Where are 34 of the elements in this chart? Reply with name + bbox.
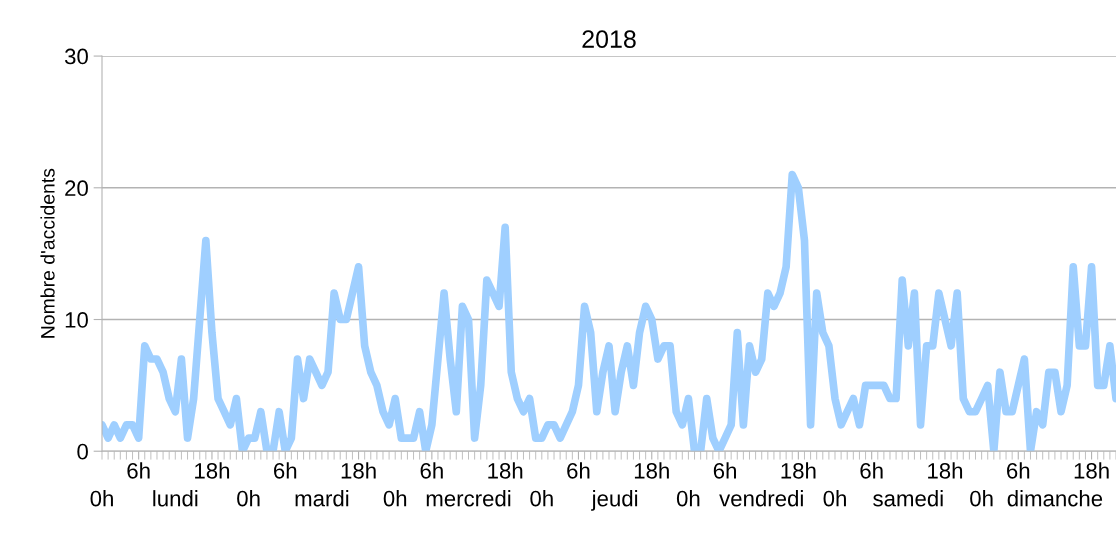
y-tick-label: 0: [77, 443, 88, 460]
x-tick-label: 0h: [676, 490, 700, 507]
x-tick-label: samedi: [873, 490, 943, 507]
y-axis-title: Nombre d'accidents: [40, 168, 55, 338]
x-tick-label: 6h: [567, 462, 590, 479]
x-tick-label: vendredi: [719, 490, 803, 507]
y-tick-label: 10: [65, 312, 88, 328]
x-tick-label: 18h: [488, 462, 523, 479]
x-tick-label: 6h: [420, 462, 443, 479]
y-tick-label: 30: [64, 48, 88, 65]
x-tick-label: 6h: [127, 462, 150, 479]
x-tick-label: dimanche: [1007, 490, 1103, 507]
x-tick-label: 6h: [274, 462, 297, 479]
x-tick-label: 0h: [970, 490, 993, 507]
x-tick-label: 6h: [1007, 462, 1030, 479]
x-tick-label: 0h: [823, 490, 846, 507]
x-tick-label: mercredi: [426, 490, 511, 507]
x-tick-label: 0h: [237, 490, 260, 507]
x-tick-label: 0h: [90, 490, 113, 507]
x-tick-label: 18h: [195, 462, 230, 479]
y-tick-label: 20: [65, 180, 88, 197]
x-tick-label: 0h: [383, 490, 407, 507]
x-tick-label: 18h: [341, 462, 376, 479]
x-tick-label: 18h: [634, 462, 669, 479]
x-tick-label: 18h: [781, 462, 816, 479]
x-tick-label: 0h: [530, 490, 553, 507]
x-tick-label: jeudi: [591, 490, 638, 511]
chart-title: 2018: [582, 30, 636, 48]
x-tick-label: 18h: [928, 462, 963, 479]
x-tick-label: mardi: [295, 490, 349, 507]
x-tick-label: 6h: [860, 462, 883, 479]
x-tick-label: 6h: [713, 462, 736, 479]
x-tick-label: 18h: [1074, 462, 1109, 479]
x-tick-label: lundi: [153, 490, 198, 507]
